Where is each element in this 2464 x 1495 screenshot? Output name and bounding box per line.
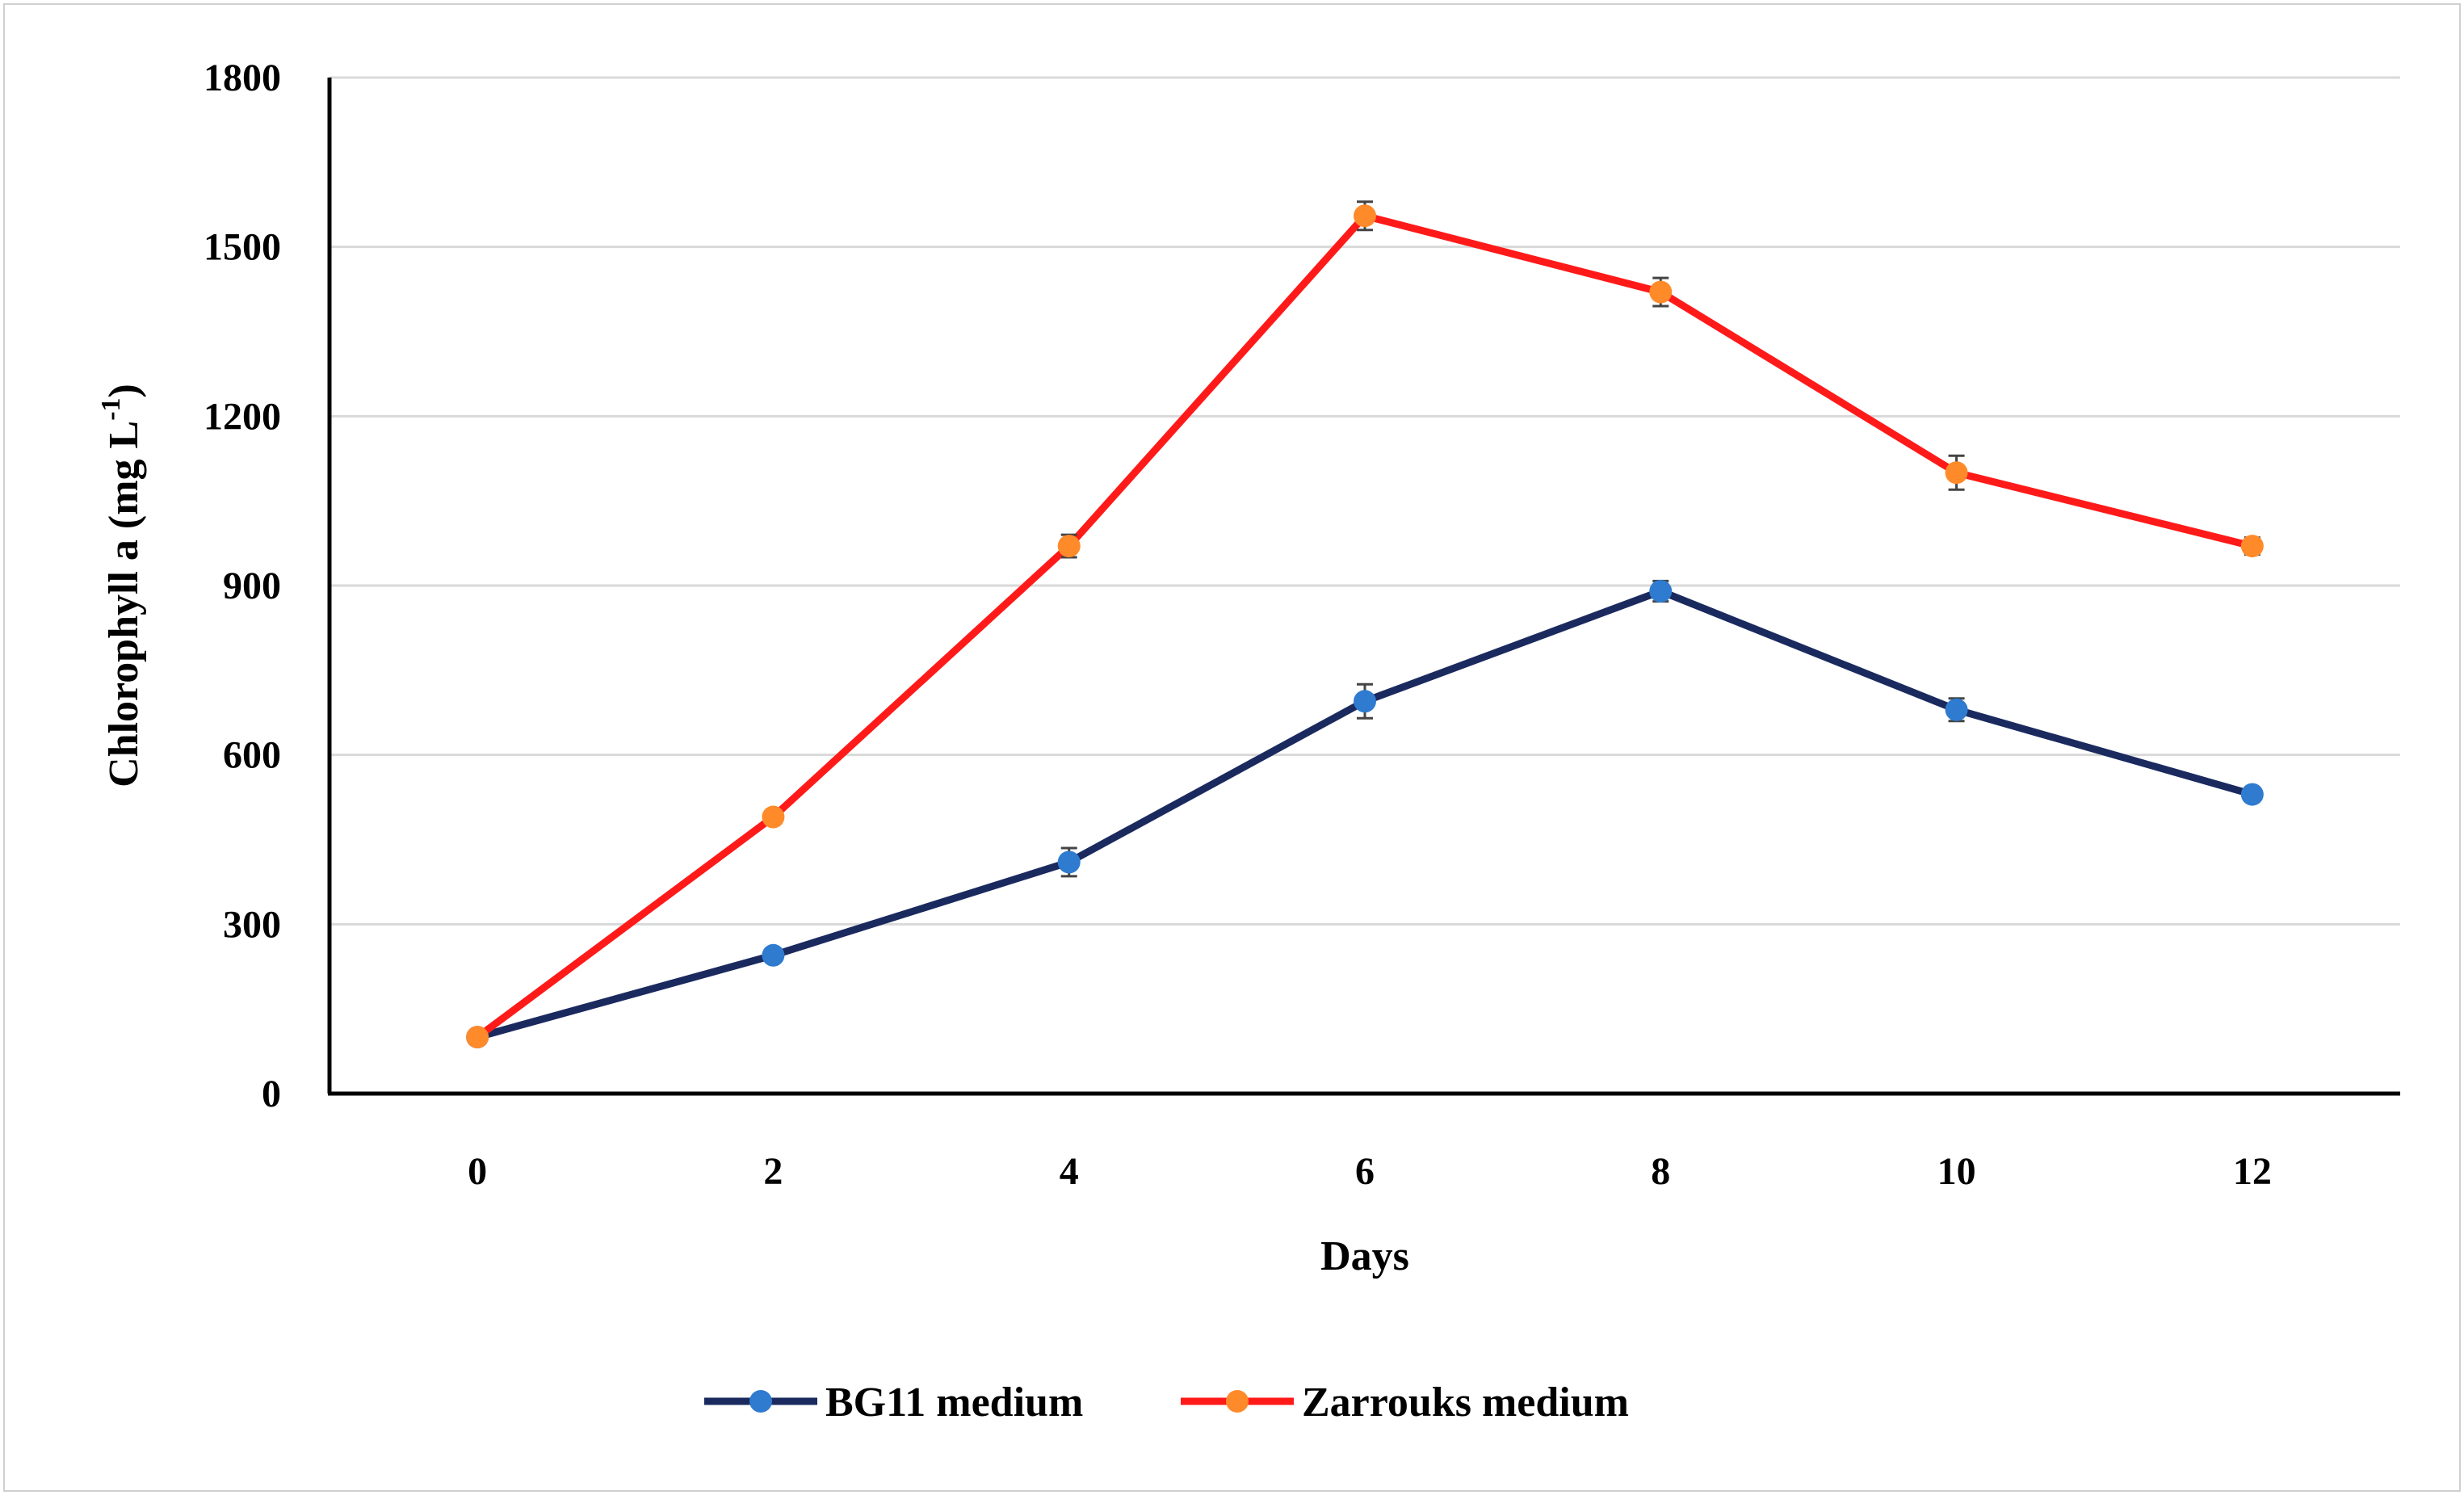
series-line-1 <box>473 212 2256 1041</box>
data-point-0-4 <box>1649 579 1673 603</box>
legend-swatch-marker-1 <box>1226 1390 1249 1413</box>
y-axis-ticks: 0 300 600 900 1200 1500 1800 <box>204 57 281 1115</box>
data-point-1-3 <box>1354 204 1376 228</box>
data-point-1-0 <box>466 1026 489 1049</box>
series-line-0 <box>473 587 2256 1041</box>
y-axis-title: Chlorophyll a (mg L-1) <box>96 384 147 787</box>
data-point-0-5 <box>1945 698 1968 721</box>
data-point-1-1 <box>762 805 785 829</box>
data-point-1-5 <box>1945 461 1968 485</box>
x-tick-label-10: 10 <box>1937 1150 1976 1193</box>
x-axis-ticks: 0 2 4 6 8 10 12 <box>468 1150 2272 1193</box>
y-tick-label-300: 300 <box>223 903 281 946</box>
legend-item-1: Zarrouks medium <box>1181 1380 1629 1426</box>
x-tick-label-6: 6 <box>1355 1150 1375 1193</box>
y-tick-label-0: 0 <box>262 1073 281 1115</box>
x-tick-label-0: 0 <box>468 1150 487 1193</box>
data-point-1-4 <box>1649 280 1673 304</box>
x-tick-label-12: 12 <box>2233 1150 2272 1193</box>
y-tick-label-1200: 1200 <box>204 395 281 438</box>
data-point-1-2 <box>1057 535 1081 558</box>
x-tick-label-2: 2 <box>763 1150 783 1193</box>
data-point-0-6 <box>2240 783 2264 806</box>
data-point-1-6 <box>2240 535 2264 558</box>
legend: BG11 medium Zarrouks medium <box>704 1380 1629 1426</box>
gridlines <box>330 76 2400 926</box>
data-point-0-3 <box>1354 690 1376 713</box>
data-point-0-2 <box>1057 850 1081 874</box>
x-axis-title: Days <box>1320 1233 1409 1279</box>
chart-frame <box>3 3 2461 1492</box>
legend-label-1: Zarrouks medium <box>1302 1380 1629 1426</box>
series-0 <box>466 579 2264 1049</box>
legend-label-0: BG11 medium <box>825 1380 1083 1426</box>
series-1 <box>466 200 2264 1049</box>
y-tick-label-1800: 1800 <box>204 57 281 99</box>
data-point-0-1 <box>762 943 785 967</box>
legend-item-0: BG11 medium <box>704 1380 1083 1426</box>
y-tick-label-1500: 1500 <box>204 226 281 269</box>
y-tick-label-900: 900 <box>223 565 281 607</box>
x-tick-label-8: 8 <box>1651 1150 1670 1193</box>
y-tick-label-600: 600 <box>223 734 281 777</box>
series-group <box>466 200 2264 1049</box>
legend-swatch-marker-0 <box>749 1390 772 1413</box>
x-tick-label-4: 4 <box>1060 1150 1079 1193</box>
